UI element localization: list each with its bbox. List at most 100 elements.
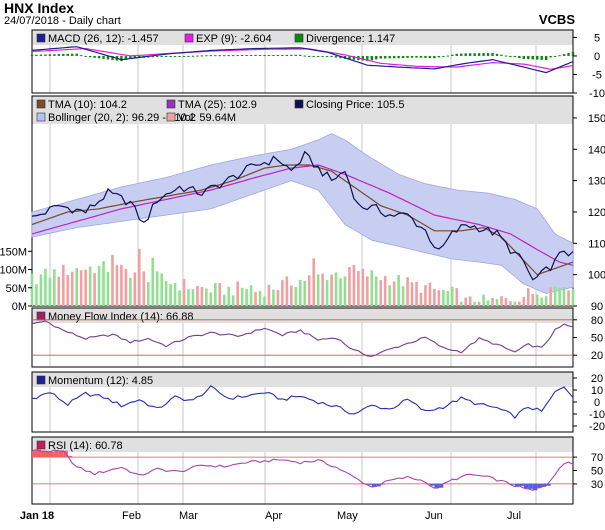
divergence-bar (79, 55, 83, 57)
momentum-legend-label-0-0: Momentum (12): 4.85 (48, 375, 153, 387)
divergence-bar (205, 55, 208, 57)
rsi-oversold-fill (523, 483, 529, 489)
divergence-bar (258, 54, 262, 56)
price-legend-label-1-1: Vol: 59.64M (178, 112, 236, 124)
divergence-bar (178, 55, 181, 57)
volume-bar (410, 282, 414, 306)
volume-bar (383, 276, 387, 306)
divergence-bar (240, 55, 244, 57)
rsi-oversold-fill (429, 483, 435, 486)
rsi-overbought-fill (49, 451, 55, 458)
rsi-overbought-fill (54, 450, 59, 458)
volume-bar (334, 272, 338, 306)
divergence-bar (66, 53, 69, 56)
volume-bar (522, 296, 526, 306)
volume-bar (66, 275, 70, 306)
divergence-bar (509, 55, 512, 57)
divergence-bar (173, 55, 177, 57)
divergence-bar (209, 55, 213, 57)
volume-bar (187, 289, 190, 306)
divergence-bar (62, 53, 65, 56)
divergence-bar (44, 54, 47, 56)
divergence-bar (169, 55, 172, 57)
volume-bar (263, 296, 266, 306)
rsi-overbought-fill (45, 451, 50, 458)
volume-bar (236, 281, 239, 306)
volume-bar (272, 289, 275, 306)
rsi-legend-label-0-0: RSI (14): 60.78 (48, 440, 123, 452)
divergence-bar (124, 55, 128, 60)
divergence-bar (200, 55, 204, 57)
volume-bar (330, 274, 333, 306)
tma25-line (31, 164, 574, 266)
divergence-bar (424, 55, 427, 58)
volume-bar (120, 264, 123, 306)
mfi-legend-swatch-0-0 (36, 311, 46, 321)
macd-tick-label: -10 (589, 88, 605, 100)
divergence-bar (236, 55, 239, 57)
volume-bar (151, 257, 155, 306)
rsi-oversold-fill (514, 483, 520, 487)
divergence-bar (325, 55, 329, 57)
volume-bar (254, 292, 257, 306)
divergence-bar (352, 55, 356, 60)
divergence-bar (375, 55, 378, 60)
volume-bar (231, 295, 235, 306)
rsi-legend-bg (32, 437, 573, 452)
volume-bar (164, 280, 168, 306)
volume-bar (209, 292, 213, 306)
divergence-bar (316, 55, 320, 57)
volume-bar (124, 268, 128, 306)
exp-line (31, 47, 574, 70)
rsi-oversold-fill (537, 483, 542, 489)
volume-tick-label: 50M (6, 283, 27, 295)
volume-bar (111, 254, 114, 306)
price-tick-label: 130 (588, 176, 605, 188)
volume-bar (509, 301, 512, 306)
divergence-bar (392, 55, 396, 59)
price-legend-label-0-1: TMA (25): 102.9 (178, 99, 257, 111)
volume-bar (39, 274, 43, 306)
volume-bar (48, 277, 52, 306)
volume-bar (388, 285, 391, 306)
volume-tick-label: 150M (0, 246, 27, 258)
volume-bar (88, 266, 92, 306)
momentum-legend-swatch-0-0 (36, 375, 46, 385)
divergence-bar (53, 54, 56, 56)
volume-bar (450, 286, 454, 306)
rsi-overbought-fill (32, 450, 37, 458)
price-panel-frame (31, 95, 574, 307)
divergence-bar (231, 55, 235, 57)
volume-bar (245, 288, 248, 306)
momentum-tick-label: 20 (591, 373, 603, 385)
divergence-bar (433, 55, 436, 59)
divergence-bar (303, 55, 306, 57)
x-axis-label-6: Jul (507, 510, 521, 522)
divergence-bar (129, 55, 132, 59)
mfi-tick-label: 20 (591, 350, 603, 362)
momentum-tick-label: 10 (591, 385, 603, 397)
volume-bar (343, 276, 347, 306)
volume-bar (294, 287, 298, 306)
divergence-bar (339, 55, 342, 59)
divergence-bar (527, 55, 530, 60)
volume-bar (549, 287, 552, 306)
volume-bar (129, 277, 132, 306)
divergence-bar (182, 55, 186, 57)
volume-bar (205, 288, 208, 306)
tma10-line (31, 164, 574, 276)
divergence-bar (281, 54, 284, 56)
volume-bar (468, 296, 472, 306)
volume-bar (562, 287, 566, 306)
divergence-bar (401, 55, 405, 59)
divergence-bar (160, 55, 163, 57)
volume-bar (75, 268, 79, 306)
divergence-bar (84, 55, 87, 57)
volume-bar (513, 301, 517, 306)
divergence-bar (366, 55, 369, 61)
x-axis-label-0: Jan 18 (20, 510, 54, 522)
divergence-bar (196, 55, 199, 57)
volume-bar (155, 271, 159, 306)
divergence-bar (500, 54, 503, 56)
volume-bar (84, 269, 87, 306)
